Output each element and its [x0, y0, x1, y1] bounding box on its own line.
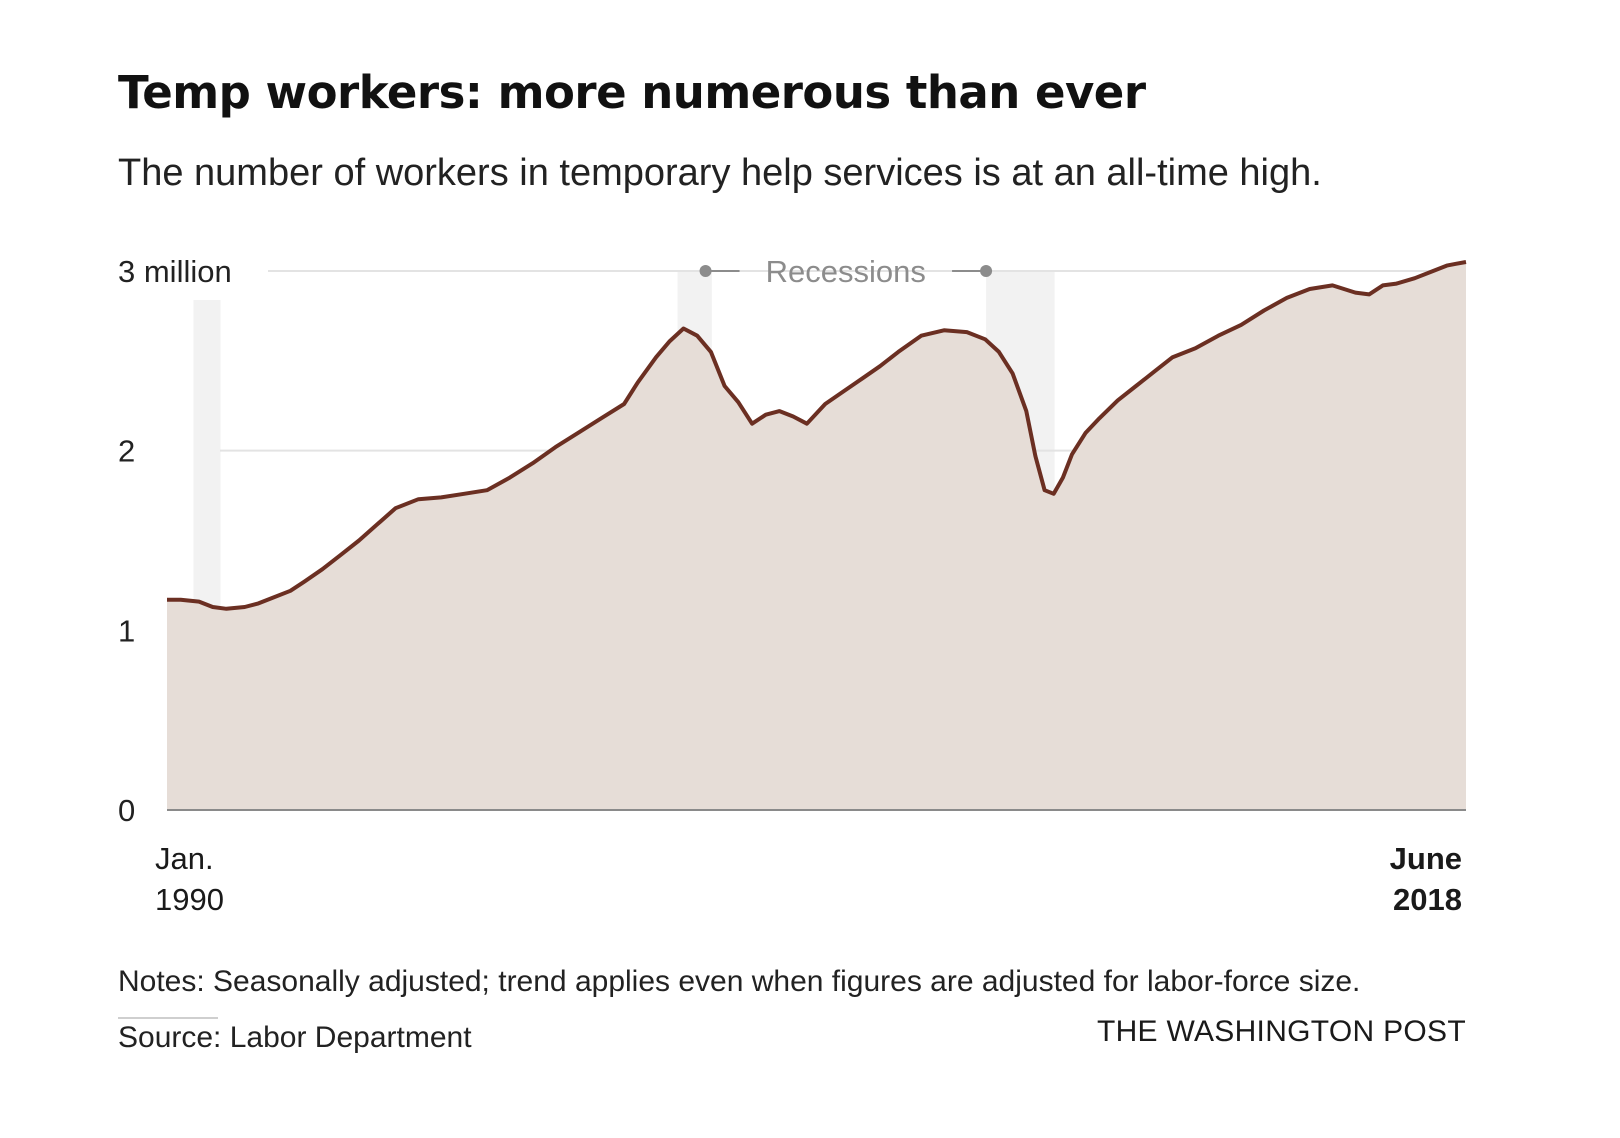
y-tick-label: 1	[118, 613, 135, 648]
footer-divider	[118, 1017, 218, 1019]
chart-title: Temp workers: more numerous than ever	[118, 66, 1146, 119]
legend-dot-right	[980, 265, 993, 277]
chart-notes: Notes: Seasonally adjusted; trend applie…	[118, 965, 1361, 998]
x-label-year: 2018	[1393, 882, 1462, 917]
y-tick-label: 2	[118, 434, 135, 469]
x-label-year: 1990	[155, 882, 224, 917]
chart-subtitle: The number of workers in temporary help …	[118, 152, 1322, 194]
x-label-month: June	[1390, 841, 1462, 876]
legend-label: Recessions	[766, 254, 926, 289]
chart-source: Source: Labor Department	[118, 1021, 472, 1054]
recession-legend: Recessions	[699, 254, 993, 289]
y-tick-label: 0	[118, 793, 135, 828]
x-label-month: Jan.	[155, 841, 214, 876]
y-tick-label: 3 million	[118, 254, 232, 289]
series-area	[167, 262, 1466, 810]
tick-labels: 0 1 2 3 million Jan. 1990 June 2018	[118, 254, 1462, 917]
publisher-credit: THE WASHINGTON POST	[1096, 1015, 1466, 1048]
series-line	[167, 260, 1467, 611]
area-layer	[167, 260, 1467, 810]
